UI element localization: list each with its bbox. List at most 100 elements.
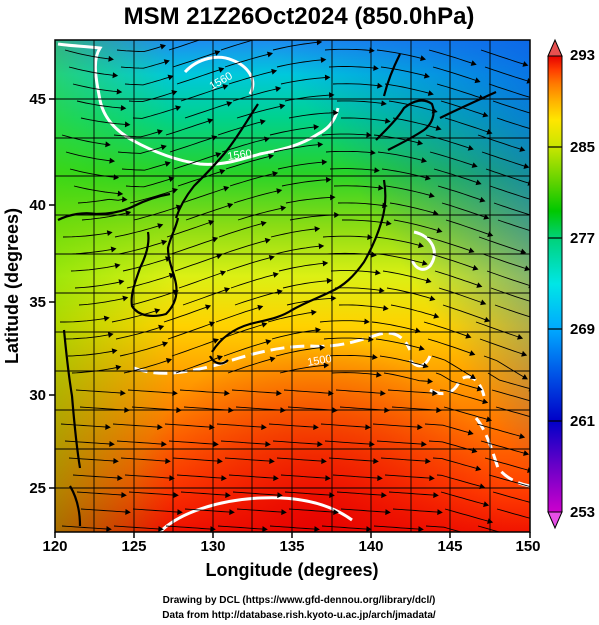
streamline-arrowhead: [523, 163, 530, 169]
streamline: [75, 389, 121, 394]
colorbar-label: 277: [570, 230, 595, 247]
streamline-arrowhead: [103, 315, 110, 322]
map-title: MSM 21Z26Oct2024 (850.0hPa): [124, 3, 475, 30]
streamline: [384, 83, 430, 94]
streamline-arrowhead: [165, 358, 172, 364]
streamline-arrowhead: [317, 441, 323, 448]
streamline-arrowhead: [313, 424, 319, 431]
streamline: [324, 440, 370, 445]
streamline: [60, 423, 106, 428]
streamline: [434, 270, 478, 286]
streamline: [436, 474, 481, 487]
streamline: [331, 372, 377, 376]
colorbar-label: 261: [570, 413, 595, 430]
streamline-arrowhead: [261, 321, 268, 328]
streamline-arrowhead: [384, 117, 391, 124]
streamline: [122, 258, 167, 272]
streamline: [486, 270, 530, 286]
streamline-arrowhead: [483, 214, 490, 220]
china-southeast-coast: [62, 329, 82, 469]
contour-line: [158, 496, 353, 532]
streamline-arrowhead: [117, 190, 124, 197]
streamline: [385, 185, 431, 196]
streamline-arrowhead: [476, 385, 483, 392]
streamline: [335, 389, 381, 394]
streamline-arrowhead: [521, 374, 528, 380]
streamline-arrowhead: [432, 209, 439, 216]
streamline-arrowhead: [421, 260, 428, 266]
streamline-arrowhead: [154, 308, 161, 314]
streamline-arrowhead: [533, 300, 538, 304]
streamline: [175, 357, 219, 374]
streamline: [476, 423, 521, 437]
streamline: [445, 219, 489, 235]
streamline-arrowhead: [465, 332, 472, 339]
streamline-arrowhead: [532, 198, 537, 202]
streamline: [319, 320, 365, 323]
streamline-arrowhead: [207, 118, 214, 124]
streamline: [429, 151, 474, 166]
streamline: [386, 287, 431, 299]
streamline: [177, 171, 221, 187]
streamline: [436, 83, 481, 99]
streamline-arrowhead: [114, 262, 121, 269]
streamline-arrowhead: [316, 40, 323, 46]
streamline-arrowhead: [161, 441, 167, 448]
streamline-arrowhead: [433, 492, 439, 499]
streamline: [496, 508, 530, 519]
streamline: [387, 389, 433, 394]
streamline-arrowhead: [223, 185, 230, 192]
y-tick-label: 30: [29, 387, 46, 404]
streamline-arrowhead: [324, 74, 331, 81]
streamline: [68, 66, 114, 76]
streamline-arrowhead: [212, 338, 219, 344]
streamline: [389, 202, 435, 214]
streamline: [425, 525, 463, 532]
streamline: [336, 100, 382, 104]
sakhalin-coast: [382, 53, 401, 97]
streamline: [174, 255, 218, 272]
streamline: [330, 270, 376, 273]
x-tick-label: 130: [200, 538, 225, 555]
streamline-arrowhead: [380, 390, 386, 397]
streamline-arrowhead: [522, 61, 529, 67]
credit-data-source: Data from http://database.rish.kyoto-u.a…: [162, 610, 436, 621]
streamline-arrowhead: [467, 429, 474, 436]
streamline-arrowhead: [266, 51, 274, 58]
streamline-arrowhead: [330, 194, 336, 201]
streamline-arrowhead: [520, 248, 527, 255]
streamline-arrowhead: [215, 152, 222, 158]
streamline-arrowhead: [422, 362, 429, 369]
streamline-arrowhead: [483, 501, 490, 508]
streamline-arrowhead: [272, 170, 279, 177]
streamline: [281, 179, 327, 187]
streamline: [268, 423, 314, 428]
streamline-arrowhead: [367, 234, 373, 241]
streamline-arrowhead: [109, 441, 115, 447]
streamline: [497, 219, 530, 232]
streamline-arrowhead: [326, 277, 333, 284]
streamline-arrowhead: [373, 65, 379, 71]
streamline-arrowhead: [280, 205, 287, 212]
streamline: [333, 185, 379, 189]
contour-line: [57, 42, 340, 166]
streamline-arrowhead: [364, 318, 370, 325]
streamline: [129, 190, 174, 204]
streamline-arrowhead: [272, 271, 279, 278]
streamline: [172, 457, 218, 462]
streamline: [278, 262, 324, 272]
streamline: [325, 150, 371, 154]
streamline-arrowhead: [264, 237, 271, 244]
streamline: [64, 440, 110, 445]
streamline: [168, 440, 214, 445]
streamline-arrowhead: [537, 317, 541, 321]
streamline: [165, 525, 211, 530]
streamline-arrowhead: [268, 254, 275, 261]
streamline-arrowhead: [382, 305, 389, 311]
streamline: [276, 59, 322, 68]
streamline: [430, 253, 474, 269]
streamline-arrowhead: [159, 43, 166, 50]
streamline-arrowhead: [381, 492, 387, 499]
x-tick-label: 135: [279, 538, 304, 555]
streamline: [179, 389, 225, 394]
